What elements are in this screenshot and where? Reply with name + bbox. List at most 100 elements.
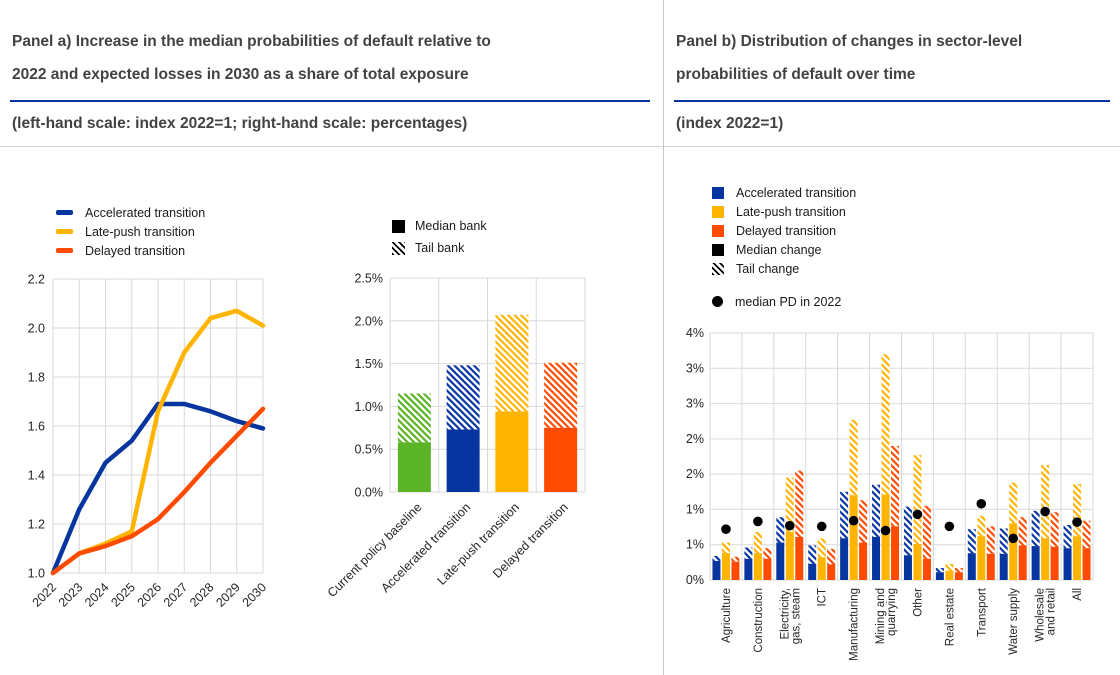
sector-label: Real estate <box>944 588 956 646</box>
y-tick-label: 2.0 <box>28 322 45 336</box>
sector-label: All <box>1072 588 1084 601</box>
tail-change-segment <box>785 477 794 533</box>
tail-change-segment <box>922 505 931 559</box>
tail-change-segment <box>891 445 900 527</box>
tail-change-segment <box>721 542 730 554</box>
y-tick-label: 2.0% <box>355 314 384 328</box>
late-push-swatch <box>712 205 724 218</box>
tail-change-segment <box>1050 512 1059 547</box>
sector-label: and retail <box>1046 588 1058 635</box>
median-change-segment <box>1082 548 1091 580</box>
x-tick-label: 2030 <box>240 580 270 610</box>
tail-change-segment <box>1018 517 1027 546</box>
x-tick-label: 2027 <box>161 580 191 610</box>
tail-change-segment <box>1063 524 1072 549</box>
tail-bank-segment <box>544 362 578 428</box>
x-tick-label: 2029 <box>213 580 243 610</box>
sector-label: gas, steam <box>790 588 802 644</box>
median-pd-dot <box>848 515 859 526</box>
x-tick-label: Accelerated transition <box>378 500 473 595</box>
pd-index-line-chart: 1.01.21.41.61.82.02.22022202320242025202… <box>28 273 270 610</box>
median-change-segment <box>954 572 963 580</box>
median-pd-dot <box>784 520 795 531</box>
tail-change-segment <box>753 532 762 554</box>
tail-change-segment <box>977 515 986 537</box>
median-change-segment <box>881 494 890 580</box>
y-tick-label: 3% <box>686 397 704 411</box>
sector-label: Transport <box>976 587 988 637</box>
legend-label: Tail bank <box>415 241 465 255</box>
median-change-segment <box>977 536 986 580</box>
y-tick-label: 0% <box>686 573 704 587</box>
sector-label: Electricity, <box>779 588 791 640</box>
y-tick-label: 1.0% <box>355 400 384 414</box>
median-change-segment <box>935 572 944 580</box>
legend-item-tail-bank: Tail bank <box>392 237 487 259</box>
median-change-segment <box>967 553 976 580</box>
panel-divider <box>663 0 664 675</box>
median-change-segment <box>744 558 753 580</box>
y-tick-label: 4% <box>686 326 704 340</box>
tail-change-segment <box>986 526 995 554</box>
tail-bank-segment <box>495 314 529 412</box>
x-tick-label: 2028 <box>187 580 217 610</box>
tail-change-segment <box>763 548 772 559</box>
median-change-segment <box>891 526 900 580</box>
median-pd-dot <box>721 524 731 534</box>
panel-b-title-line1: Panel b) Distribution of changes in sect… <box>676 33 1023 50</box>
tail-change-segment <box>1009 482 1018 524</box>
legend-item-accelerated: Accelerated transition <box>712 183 856 202</box>
panel-b-subtitle-rule <box>664 146 1120 147</box>
legend-item-median-pd-2022: median PD in 2022 <box>712 292 856 311</box>
bar-chart-a-legend: Median bank Tail bank <box>392 215 487 259</box>
legend-label: Median bank <box>415 219 487 233</box>
legend-label: Accelerated transition <box>85 205 206 220</box>
median-change-segment <box>753 553 762 580</box>
median-pd-dot <box>944 521 955 532</box>
median-change-segment <box>795 536 804 580</box>
legend-item-delayed: Delayed transition <box>712 221 856 240</box>
y-tick-label: 2% <box>686 467 704 481</box>
y-tick-label: 1% <box>686 502 704 516</box>
legend-item-accelerated: Accelerated transition <box>56 203 205 222</box>
x-tick-label: Late-push transition <box>434 500 522 588</box>
tail-change-segment <box>913 455 922 545</box>
tail-change-segment <box>881 354 890 495</box>
y-tick-label: 1.2 <box>28 518 45 532</box>
median-change-segment <box>840 538 849 580</box>
median-change-segment <box>999 553 1008 580</box>
median-change-segment <box>872 536 881 580</box>
legend-label: Late-push transition <box>85 224 195 239</box>
legend-item-tail-change: Tail change <box>712 259 856 278</box>
legend-label: Delayed transition <box>85 243 186 258</box>
panel-a-title-line2: 2022 and expected losses in 2030 as a sh… <box>12 66 469 83</box>
x-tick-label: 2025 <box>108 580 138 610</box>
legend-label: Tail change <box>736 261 800 276</box>
y-tick-label: 1.8 <box>28 371 45 385</box>
y-tick-label: 3% <box>686 361 704 375</box>
median-change-segment <box>986 553 995 580</box>
median-change-segment <box>1041 538 1050 580</box>
tail-bank-segment <box>446 365 480 430</box>
median-pd-dot <box>753 516 763 527</box>
x-tick-label: 2024 <box>82 580 112 610</box>
x-tick-label: 2026 <box>135 580 165 610</box>
x-tick-label: Current policy baseline <box>325 500 425 600</box>
tail-change-segment <box>776 517 785 543</box>
tail-change-segment <box>827 548 836 565</box>
tail-change-segment <box>1041 464 1050 539</box>
median-pd-dot <box>976 498 987 509</box>
tail-change-segment <box>849 419 858 496</box>
y-tick-label: 1.4 <box>28 469 45 483</box>
y-tick-label: 0.0% <box>355 486 384 500</box>
sector-label: Manufacturing <box>849 588 861 661</box>
median-change-segment <box>827 564 836 580</box>
line-chart-legend: Accelerated transition Late-push transit… <box>56 203 205 260</box>
legend-item-median-bank: Median bank <box>392 215 487 237</box>
median-change-segment <box>817 557 826 580</box>
legend-item-median-change: Median change <box>712 240 856 259</box>
accelerated-line-swatch <box>56 210 73 215</box>
median-bank-segment <box>544 427 578 492</box>
panel-b-title-rule <box>674 100 1110 102</box>
series-line <box>50 401 266 576</box>
